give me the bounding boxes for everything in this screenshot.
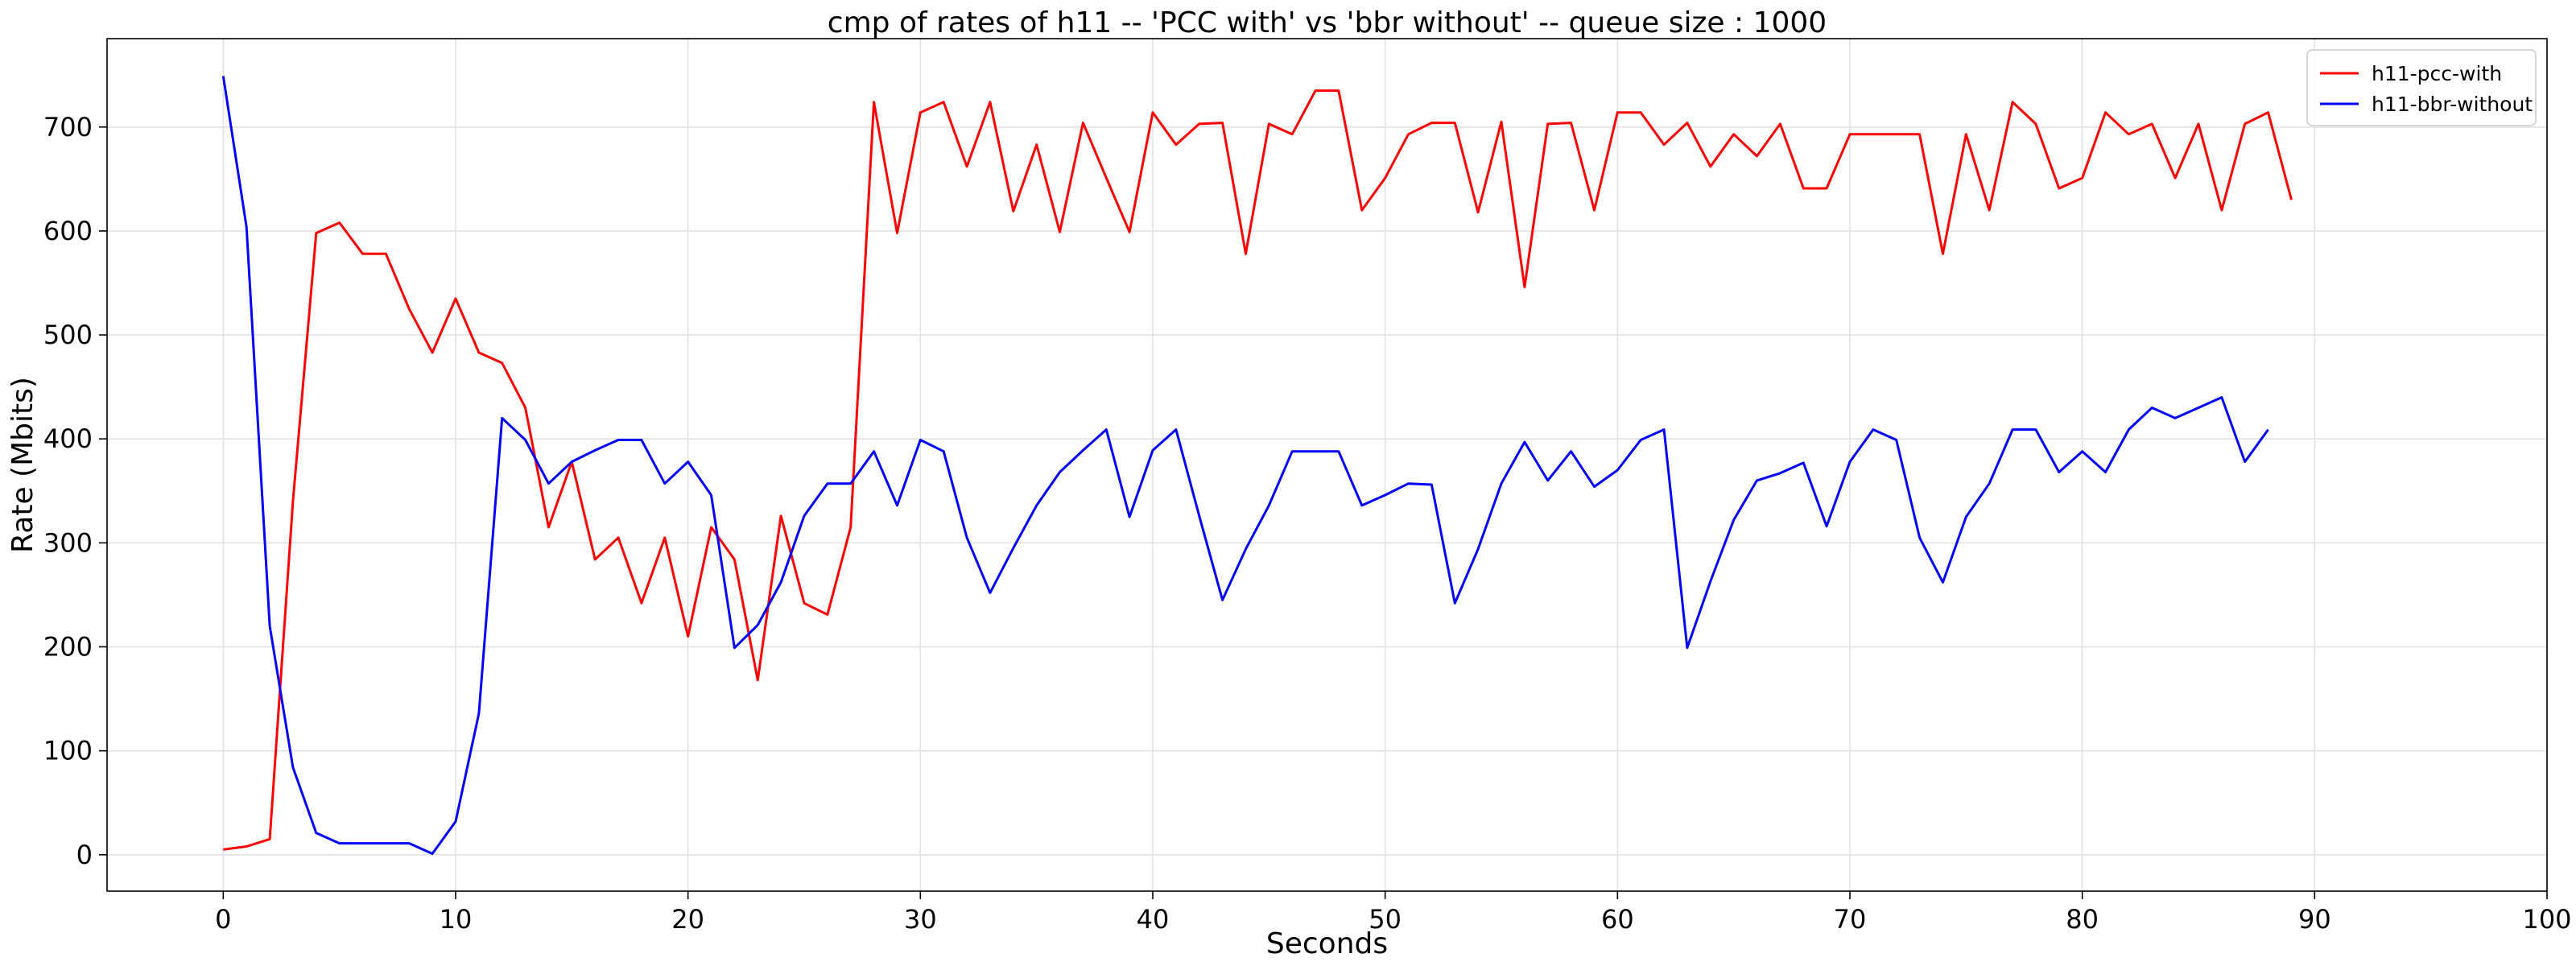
y-tick-label: 300 [43, 527, 93, 558]
y-tick-label: 700 [43, 112, 93, 142]
x-tick-label: 100 [2522, 904, 2571, 935]
series-lines [221, 76, 2293, 855]
x-tick-label: 40 [1137, 904, 1170, 935]
legend-label-h11-pcc-with: h11-pcc-with [2372, 62, 2502, 85]
y-tick-label: 0 [76, 840, 93, 870]
x-tick-label: 20 [671, 904, 704, 935]
y-tick-label: 500 [43, 320, 93, 350]
y-tick-label: 100 [43, 736, 93, 766]
series-line-h11-pcc-with [223, 89, 2293, 851]
x-tick-label: 10 [440, 904, 473, 935]
plot-area-frame [106, 38, 2548, 892]
y-tick-label: 400 [43, 423, 93, 454]
y-axis-ticks: 0 100 200 300 400 500 600 700 [43, 112, 107, 870]
x-tick-label: 50 [1368, 904, 1402, 935]
x-tick-label: 90 [2298, 904, 2331, 935]
x-axis-ticks: 0 10 20 30 40 50 60 70 80 90 100 [215, 891, 2572, 935]
y-axis-title: Rate (Mbits) [6, 377, 39, 553]
legend: h11-pcc-with h11-bbr-without [2306, 49, 2537, 126]
y-tick-label: 200 [43, 632, 93, 663]
x-tick-label: 0 [215, 904, 231, 935]
chart-title: cmp of rates of h11 -- 'PCC with' vs 'bb… [828, 6, 1827, 39]
y-tick-label: 600 [43, 216, 93, 246]
series-line-h11-bbr-without [221, 76, 2269, 855]
grid [107, 39, 2548, 891]
legend-box [2306, 49, 2537, 126]
x-tick-label: 70 [1834, 904, 1867, 935]
x-tick-label: 30 [904, 904, 937, 935]
x-tick-label: 60 [1601, 904, 1634, 935]
x-tick-label: 80 [2066, 904, 2099, 935]
legend-label-h11-bbr-without: h11-bbr-without [2372, 93, 2533, 116]
x-axis-title: Seconds [1266, 927, 1388, 960]
